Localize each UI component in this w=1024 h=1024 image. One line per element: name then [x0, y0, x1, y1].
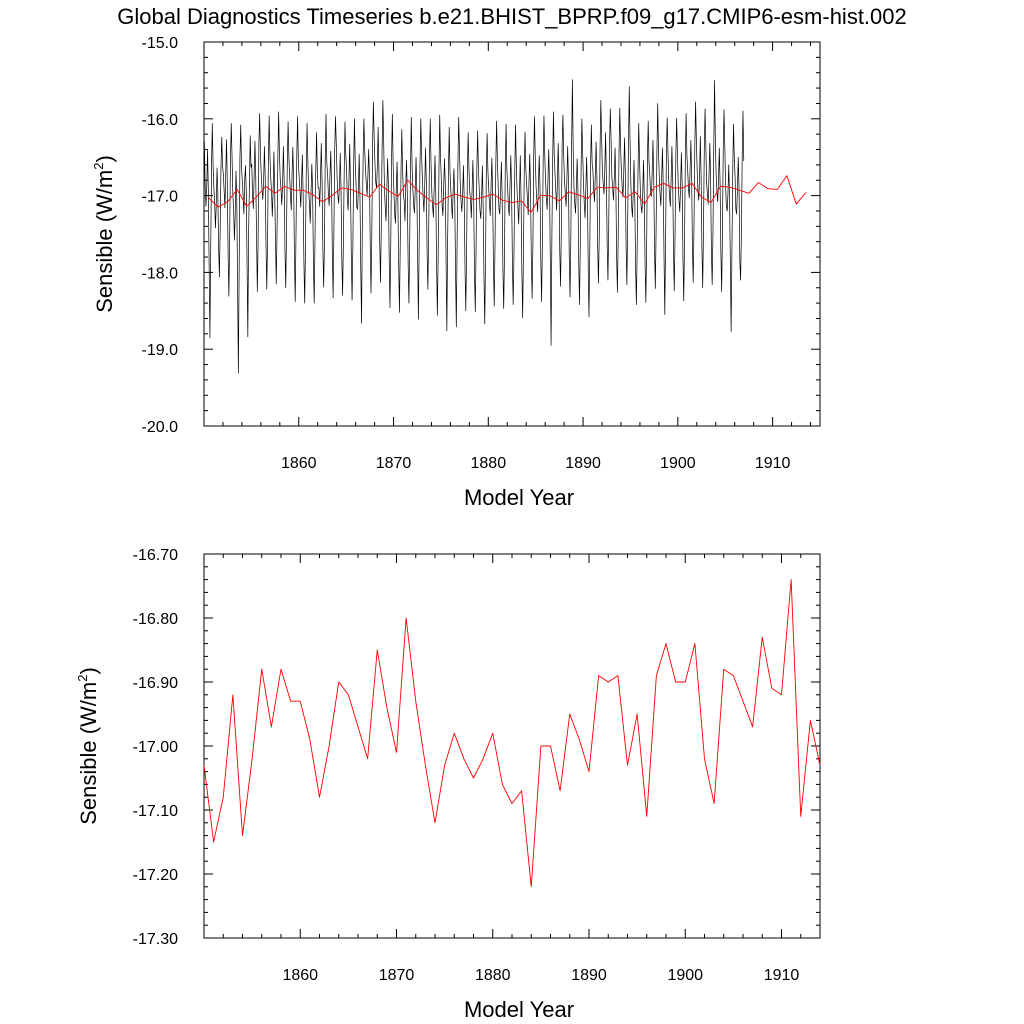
x-tick-label: 1880 [475, 967, 511, 984]
bottom-panel: 1860 1870 1880 1890 1900 1910 -17.30 -17.20 -17.… [75, 547, 821, 1022]
x-axis-title: Model Year [464, 997, 574, 1022]
y-tick-label: -17.00 [133, 739, 178, 756]
x-tick-label: 1860 [281, 455, 317, 472]
y-tick-label: -15.0 [142, 35, 179, 52]
x-tick-label: 1900 [667, 967, 703, 984]
y-tick-label: -17.20 [133, 867, 178, 884]
x-tick-label: 1870 [379, 967, 415, 984]
x-tick-label: 1860 [282, 967, 318, 984]
plot-frame [203, 41, 821, 427]
y-tick-label: -16.70 [133, 547, 178, 564]
y-tick-label: -20.0 [142, 419, 179, 436]
y-tick-label: -18.0 [142, 265, 179, 282]
x-tick-label: 1900 [660, 455, 696, 472]
y-tick-label: -17.30 [133, 931, 178, 948]
top-panel: 1860 1870 1880 1890 1900 1910 -20.0 -19.0 -18.0 -… [91, 35, 821, 510]
y-axis-title: Sensible (W/m2) [91, 155, 117, 313]
x-tick-label: 1910 [755, 455, 791, 472]
x-tick-label: 1870 [376, 455, 412, 472]
y-tick-label: -16.0 [142, 112, 179, 129]
y-tick-label: -16.80 [133, 611, 178, 628]
x-tick-label: 1880 [471, 455, 507, 472]
x-tick-label: 1910 [764, 967, 800, 984]
figure-title: Global Diagnostics Timeseries b.e21.BHIS… [117, 4, 907, 29]
x-axis-title: Model Year [464, 485, 574, 510]
annual-series-line [208, 175, 807, 213]
y-tick-label: -16.90 [133, 675, 178, 692]
y-tick-label: -17.0 [142, 189, 179, 206]
y-tick-label: -17.10 [133, 803, 178, 820]
x-tick-label: 1890 [571, 967, 607, 984]
monthly-series-line [204, 79, 745, 374]
x-tick-label: 1890 [565, 455, 601, 472]
annual-series-line [203, 579, 821, 888]
y-tick-label: -19.0 [142, 342, 179, 359]
y-axis-title: Sensible (W/m2) [75, 667, 101, 825]
